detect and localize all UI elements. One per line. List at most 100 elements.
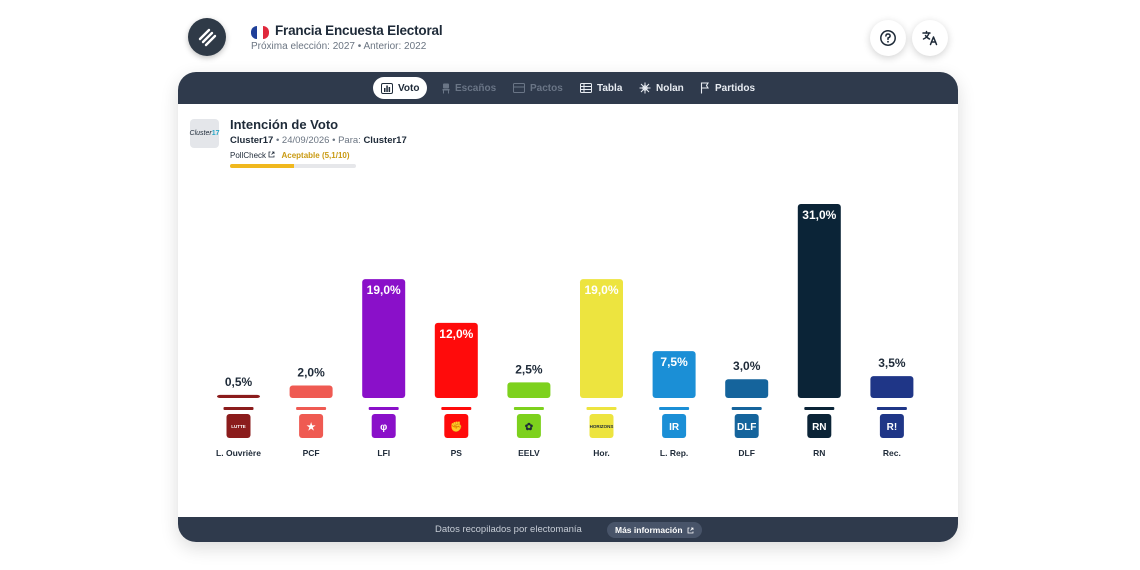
category-label: EELV <box>518 448 540 458</box>
category-label: Rec. <box>883 448 901 458</box>
app-logo-icon <box>198 28 217 47</box>
party-stripe <box>441 407 472 410</box>
view-tabs: Voto Escaños Pactos Tabla Nolan Partidos <box>178 72 958 104</box>
pollcheck-bar-fill <box>230 164 295 168</box>
pollster-logo-number: 17 <box>211 130 220 137</box>
party-stripe <box>223 407 254 410</box>
bar[interactable] <box>870 376 914 398</box>
meta-separator: • <box>332 135 339 146</box>
tab-label: Voto <box>398 82 420 94</box>
flag-stripe <box>263 26 269 39</box>
tab-label: Partidos <box>715 82 756 94</box>
data-label: 2,0% <box>297 365 325 379</box>
bar[interactable] <box>362 279 406 398</box>
flag-stripe <box>251 26 257 39</box>
tab-label: Escaños <box>455 82 497 94</box>
footer-text: Datos recopilados por electomanía <box>435 524 582 535</box>
category-label: RN <box>813 448 825 458</box>
bar[interactable] <box>507 382 551 398</box>
party-logo-text: DLF <box>737 422 756 433</box>
pollster-name: Cluster17 <box>230 135 274 146</box>
pollcheck[interactable]: PollCheck Aceptable (5,1/10) <box>230 151 350 160</box>
tab-nolan[interactable]: Nolan <box>631 77 692 99</box>
tab-tabla[interactable]: Tabla <box>572 77 630 99</box>
party-logo[interactable] <box>662 414 687 438</box>
party-logo-text: R! <box>887 422 898 433</box>
data-label: 7,5% <box>660 355 688 369</box>
tab-escanos[interactable]: Escaños <box>434 77 504 99</box>
vote-chart: 0,5% LUTTE L. Ouvrière 2,0% ★ PCF 19,0% φ LFI 12,… <box>216 204 914 458</box>
data-label: 3,5% <box>878 356 906 370</box>
question-circle-icon <box>880 30 896 46</box>
more-info-label: Más información <box>615 525 683 535</box>
party-logo[interactable] <box>879 414 904 438</box>
app-subtitle: Próxima elección: 2027 • Anterior: 2022 <box>251 41 427 52</box>
party-logo-text: LUTTE <box>231 424 246 429</box>
party-logo-text: φ <box>380 422 387 433</box>
table-icon <box>580 83 592 93</box>
data-label: 19,0% <box>584 283 618 297</box>
tab-pactos[interactable]: Pactos <box>505 77 571 99</box>
data-label: 3,0% <box>733 359 761 373</box>
france-flag-icon <box>251 26 269 39</box>
party-logo[interactable] <box>516 414 541 438</box>
pollcheck-bar <box>230 164 356 168</box>
help-button[interactable] <box>870 20 906 56</box>
party-logo-text: ★ <box>307 422 316 433</box>
party-stripe <box>586 407 617 410</box>
app-logo[interactable] <box>188 18 226 56</box>
poll-card: Voto Escaños Pactos Tabla Nolan Partidos… <box>178 72 958 542</box>
party-stripe <box>659 407 690 410</box>
external-link-icon <box>687 527 693 533</box>
party-logo[interactable] <box>734 414 759 438</box>
category-label: L. Ouvrière <box>216 448 261 458</box>
tab-voto[interactable]: Voto <box>373 77 428 99</box>
party-logo[interactable] <box>226 414 251 438</box>
data-label: 12,0% <box>439 327 473 341</box>
party-stripe <box>296 407 327 410</box>
category-label: PS <box>451 448 463 458</box>
tab-partidos[interactable]: Partidos <box>692 77 763 99</box>
party-logo[interactable] <box>371 414 396 438</box>
party-logo[interactable] <box>807 414 832 438</box>
party-stripe <box>731 407 762 410</box>
chart-title: Intención de Voto <box>230 117 339 132</box>
meta-separator: • <box>275 135 282 146</box>
bar[interactable] <box>580 279 623 398</box>
party-logo[interactable] <box>299 414 324 438</box>
more-info-button[interactable]: Más información <box>607 522 702 538</box>
party-stripe <box>513 407 544 410</box>
data-label: 19,0% <box>367 283 401 297</box>
party-logo-text: ✊ <box>450 421 462 433</box>
category-label: DLF <box>738 448 755 458</box>
bar[interactable] <box>289 385 333 398</box>
translate-icon <box>922 30 938 46</box>
party-stripe <box>368 407 399 410</box>
category-label: Hor. <box>593 448 610 458</box>
seat-icon <box>442 83 450 93</box>
pollcheck-label: PollCheck <box>230 151 267 160</box>
tab-label: Tabla <box>597 82 623 94</box>
translate-button[interactable] <box>912 20 948 56</box>
party-logo-text: HORIZONS <box>590 424 614 429</box>
party-logo-text: ✿ <box>525 422 534 433</box>
bar[interactable] <box>725 379 769 398</box>
category-label: L. Rep. <box>660 448 688 458</box>
pollster-logo: Cluster 17 <box>189 119 220 148</box>
bar[interactable] <box>217 394 260 398</box>
party-stripe <box>876 407 907 410</box>
bar[interactable] <box>434 322 478 398</box>
nolan-icon <box>639 82 651 94</box>
flag-stripe <box>257 26 263 39</box>
party-logo-text: IR <box>669 422 680 433</box>
pollster-logo-text: Cluster <box>189 130 212 137</box>
tab-label: Pactos <box>530 82 563 94</box>
bar[interactable] <box>652 351 696 398</box>
party-logo[interactable] <box>444 414 469 438</box>
bar[interactable] <box>797 204 841 398</box>
category-label: PCF <box>303 448 320 458</box>
flag-icon <box>700 82 709 94</box>
external-link-icon <box>268 151 275 158</box>
data-label: 31,0% <box>802 208 836 222</box>
party-logo[interactable] <box>589 414 614 438</box>
